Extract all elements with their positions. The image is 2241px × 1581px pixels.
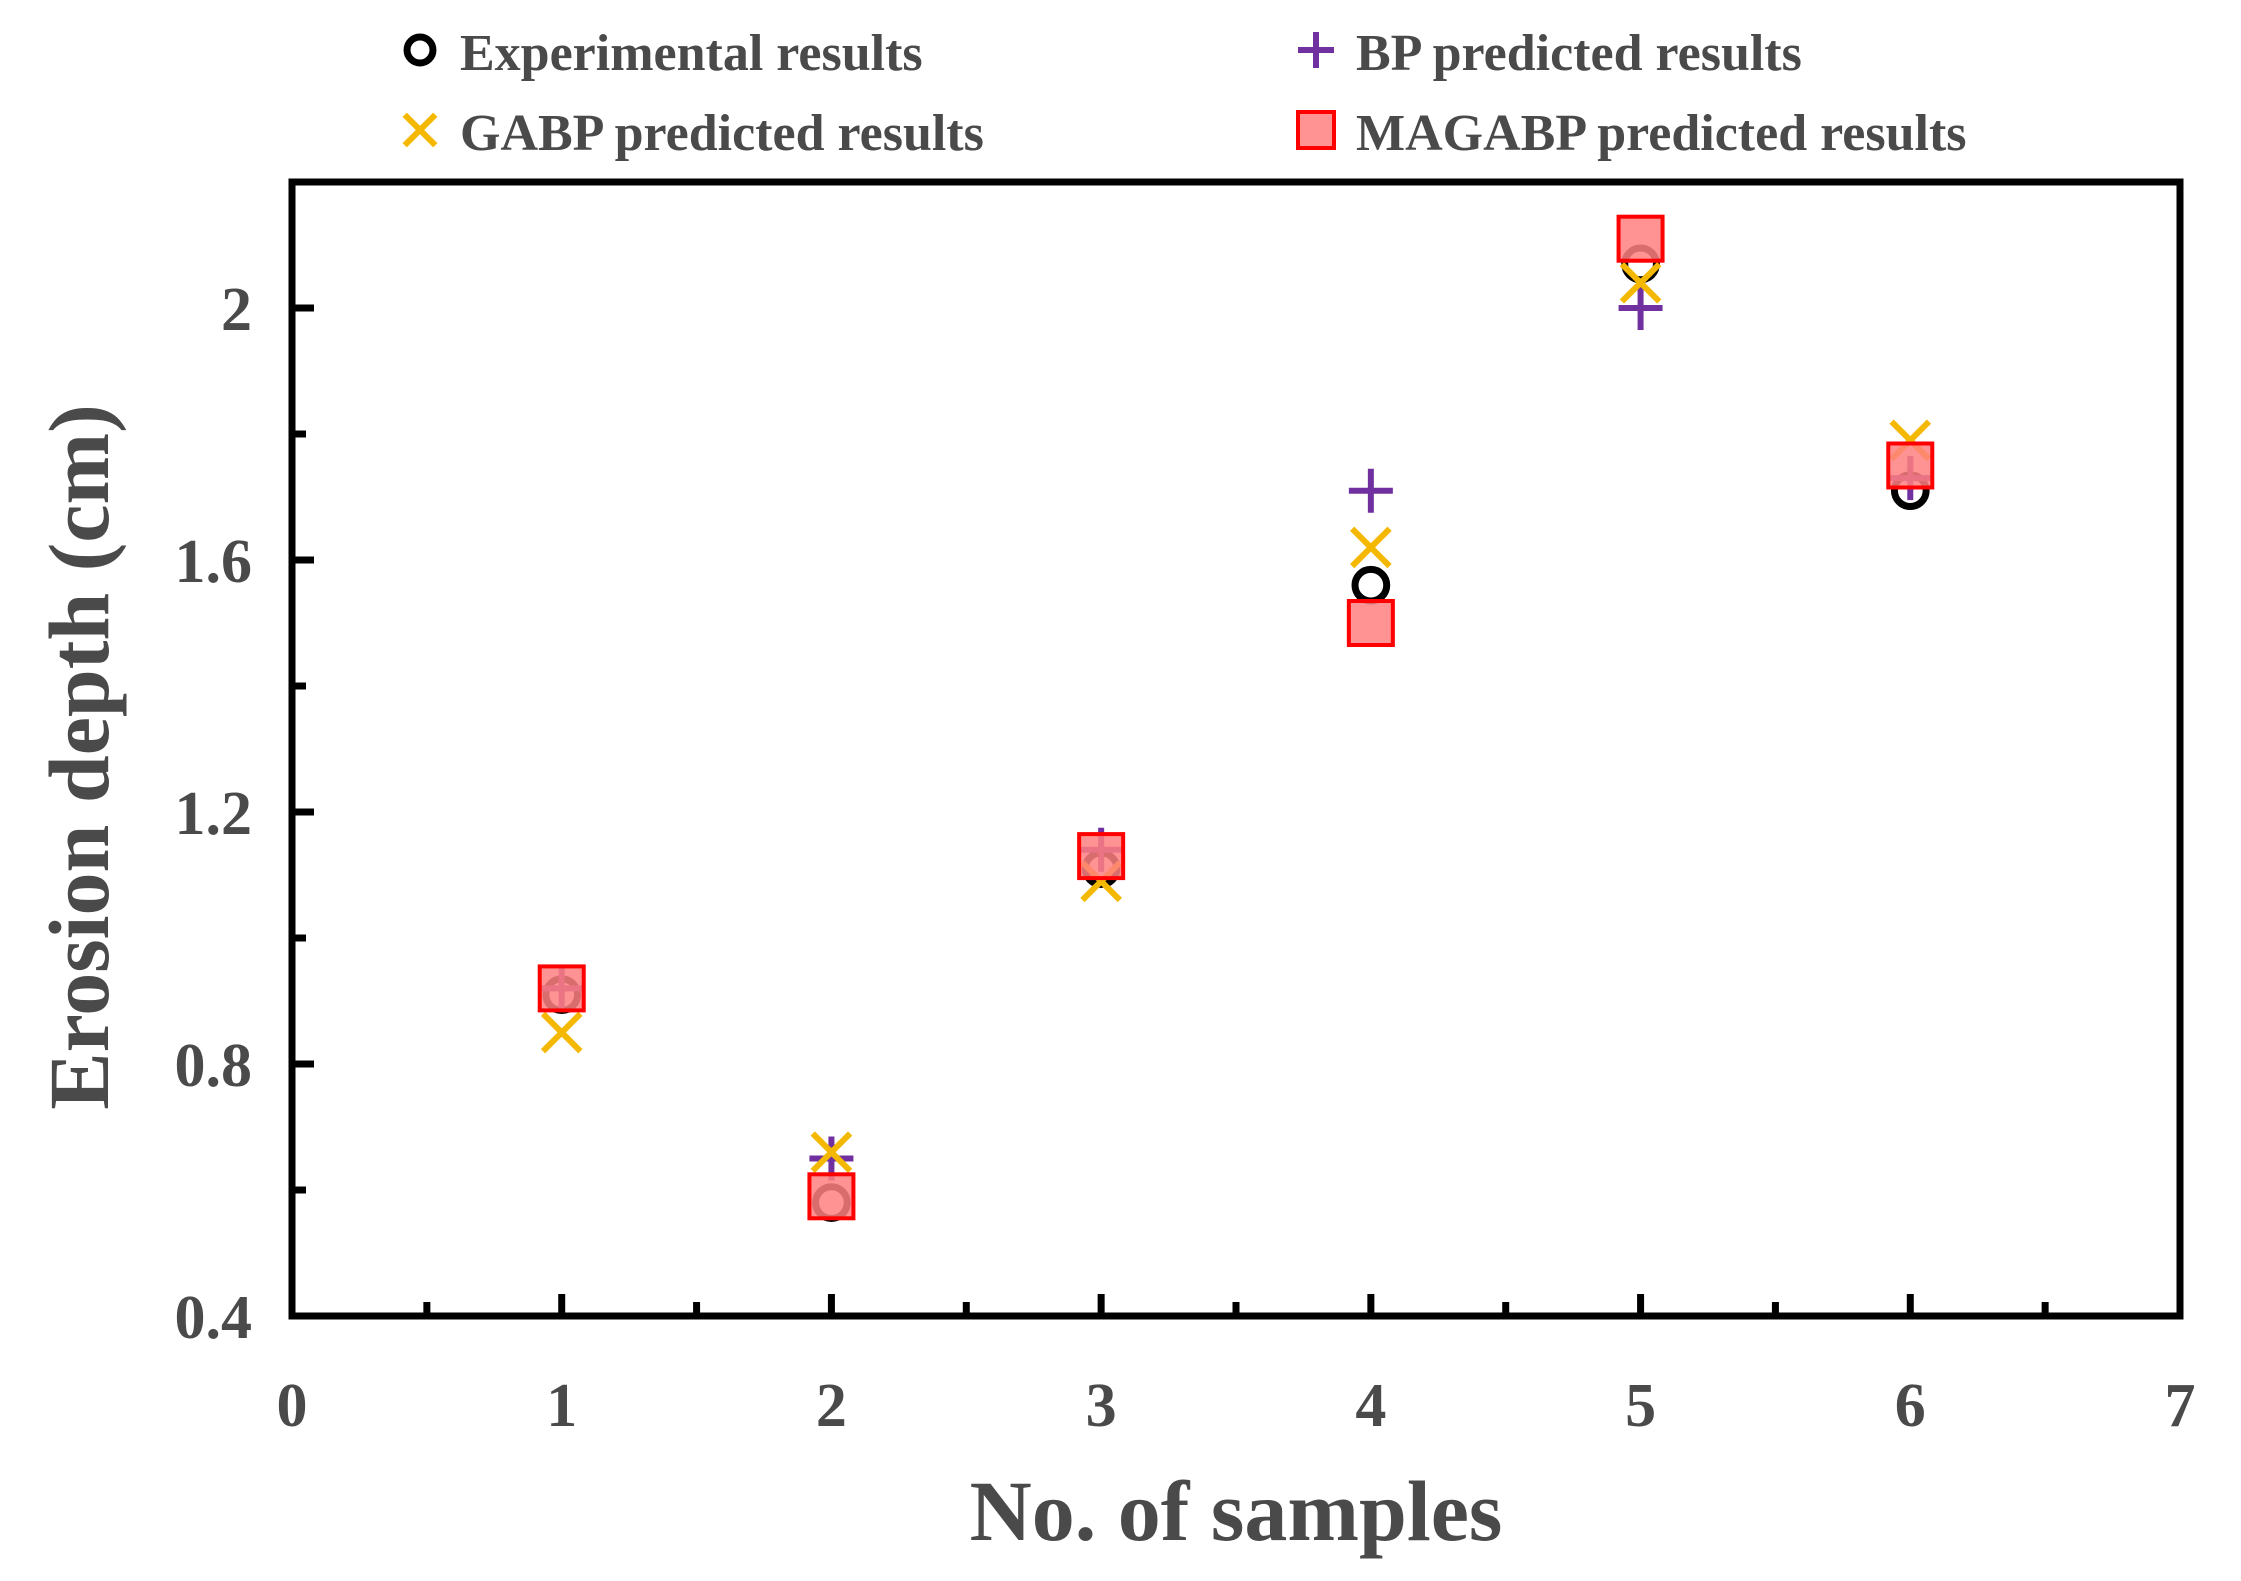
x-marker-b: [1350, 526, 1392, 569]
data-point: [540, 1011, 583, 1054]
data-point: [1619, 261, 1662, 304]
y-tick-label: 0.4: [175, 1284, 253, 1352]
data-point: [807, 1172, 856, 1221]
legend-item: Experimental results: [403, 25, 923, 82]
y-tick-label: 1.2: [175, 780, 253, 848]
circle-marker: [403, 33, 437, 67]
square-marker: [1886, 441, 1935, 490]
data-point: [1618, 286, 1663, 330]
x-tick-label: 7: [2165, 1372, 2196, 1440]
data-point: [1886, 441, 1935, 490]
x-tick-label: 6: [1895, 1372, 1926, 1440]
x-axis-title: No. of samples: [970, 1463, 1503, 1559]
data-point: [810, 1131, 853, 1174]
x-tick-label: 3: [1086, 1372, 1117, 1440]
series-circle: [542, 244, 1930, 1222]
series-plus: [539, 286, 1933, 1181]
legend-label: Experimental results: [460, 25, 923, 82]
legend-item: MAGABP predicted results: [1296, 105, 1967, 162]
y-tick-label: 0.8: [175, 1032, 253, 1100]
series-x: [540, 261, 1932, 1174]
legend-marker: [402, 112, 438, 148]
data-point: [1077, 832, 1126, 881]
data-point: [1350, 526, 1392, 569]
circle-marker: [1351, 565, 1391, 605]
x-tick-label: 4: [1355, 1372, 1386, 1440]
square-marker: [1077, 832, 1126, 881]
x-tick-label: 5: [1625, 1372, 1656, 1440]
legend-item: BP predicted results: [1298, 25, 1802, 82]
plot-area-frame: [288, 178, 2184, 1320]
data-point: [1346, 599, 1395, 647]
axis-ticks: 0 1 2 3 4 5 6 7 0.4 0.8 1.2 1.6 2: [175, 178, 2196, 1440]
data-point: [537, 964, 586, 1013]
x-marker-b: [540, 1011, 583, 1054]
legend-marker: [1296, 110, 1336, 150]
x-marker-b: [810, 1131, 853, 1174]
square-marker: [1346, 599, 1395, 647]
data-series: [537, 214, 1935, 1222]
legend-label: BP predicted results: [1356, 25, 1802, 82]
data-point: [1348, 468, 1393, 513]
x-marker-b: [1619, 261, 1662, 304]
y-tick-label: 2: [221, 276, 252, 344]
data-point: [1351, 565, 1391, 605]
series-square: [537, 214, 1935, 1221]
x-marker-b: [402, 112, 438, 148]
legend-label: GABP predicted results: [460, 105, 984, 162]
legend-label: MAGABP predicted results: [1356, 105, 1967, 162]
legend-marker: [403, 33, 437, 67]
x-tick-label: 2: [816, 1372, 847, 1440]
y-tick-label: 1.6: [175, 528, 253, 596]
legend-marker: [1298, 32, 1334, 68]
legend-item: GABP predicted results: [402, 105, 984, 162]
legend: Experimental results BP predicted results…: [402, 25, 1967, 162]
square-marker: [537, 964, 586, 1013]
square-marker: [1616, 214, 1665, 263]
square-marker: [1296, 110, 1336, 150]
y-axis-title: Erosion depth (cm): [31, 404, 127, 1110]
square-marker: [807, 1172, 856, 1221]
x-tick-label: 0: [277, 1372, 308, 1440]
x-tick-label: 1: [546, 1372, 577, 1440]
data-point: [1616, 214, 1665, 263]
